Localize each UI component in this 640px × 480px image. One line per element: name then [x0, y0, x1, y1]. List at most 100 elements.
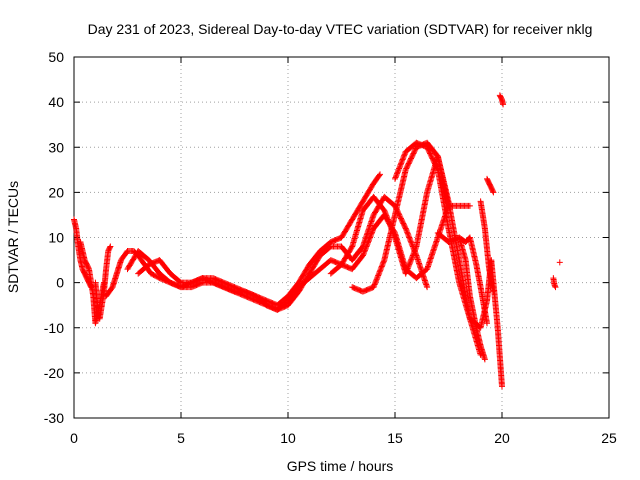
data-point: [403, 226, 410, 233]
data-point: [403, 164, 410, 171]
data-point: [431, 160, 438, 167]
data-point: [430, 156, 437, 163]
data-point: [378, 263, 385, 270]
data-point: [425, 148, 432, 155]
data-point: [410, 150, 417, 157]
data-point: [412, 246, 419, 253]
data-point: [368, 230, 375, 237]
data-point: [407, 156, 414, 163]
data-point: [430, 158, 437, 165]
data-point: [374, 275, 381, 282]
data-point: [489, 188, 496, 195]
x-tick-label: 15: [387, 430, 403, 446]
data-point: [400, 155, 407, 162]
series-track-10: [434, 229, 488, 363]
series-track-15: [550, 275, 559, 291]
data-point: [410, 251, 417, 258]
x-tick-labels: 0 5 10 15 20 25: [70, 430, 617, 446]
data-point: [551, 283, 558, 290]
data-point: [372, 280, 379, 287]
data-point: [402, 166, 409, 173]
data-point: [379, 262, 386, 269]
data-point: [378, 264, 385, 271]
series-track-03: [92, 243, 114, 322]
series-track-13: [484, 175, 497, 196]
data-point: [397, 161, 404, 168]
data-point: [396, 212, 403, 219]
data-point: [398, 160, 405, 167]
data-point: [490, 288, 497, 295]
data-point: [392, 175, 398, 182]
series-track-14: [496, 92, 507, 108]
data-point: [428, 153, 435, 160]
data-point: [406, 261, 413, 268]
data-point: [107, 243, 114, 250]
data-point: [398, 159, 405, 166]
data-point: [428, 154, 435, 161]
data-point: [407, 257, 414, 264]
x-tick-label: 20: [494, 430, 510, 446]
data-point: [366, 235, 373, 242]
data-point: [406, 158, 413, 165]
data-point: [408, 256, 415, 263]
data-point: [408, 255, 415, 262]
data-point: [484, 320, 491, 327]
axis-ticks: [73, 56, 610, 419]
data-point: [394, 170, 401, 177]
data-point: [432, 161, 439, 168]
data-point: [399, 219, 406, 226]
series-track-11: [456, 234, 491, 327]
data-point: [348, 244, 355, 251]
x-tick-label: 10: [280, 430, 296, 446]
data-point: [376, 172, 383, 179]
data-point: [360, 249, 367, 256]
data-point: [373, 276, 380, 283]
data-point: [399, 217, 406, 224]
data-point: [409, 153, 416, 160]
data-point: [427, 150, 434, 157]
y-tick-label: 10: [48, 230, 64, 246]
data-point: [373, 277, 380, 284]
data-point: [377, 267, 384, 274]
data-point: [408, 155, 415, 162]
data-point: [395, 168, 402, 175]
data-point: [359, 252, 366, 259]
data-point: [362, 246, 369, 253]
data-point: [433, 163, 440, 170]
data-point: [364, 239, 371, 246]
data-point: [401, 151, 408, 158]
data-point: [405, 262, 412, 269]
data-point: [400, 221, 407, 228]
data-point: [405, 231, 412, 238]
data-point: [426, 149, 433, 156]
data-point: [427, 151, 434, 158]
data-point: [405, 161, 412, 168]
y-tick-label: -20: [44, 365, 64, 381]
data-point: [429, 155, 436, 162]
data-point: [552, 284, 559, 291]
data-point: [377, 171, 384, 178]
data-point: [367, 234, 374, 241]
data-point: [401, 222, 408, 229]
y-axis-label: SDTVAR / TECUs: [5, 181, 21, 293]
data-point: [362, 244, 369, 251]
data-point: [431, 159, 438, 166]
data-point: [399, 156, 406, 163]
data-point: [481, 356, 488, 363]
data-point: [434, 165, 441, 172]
data-point: [412, 146, 419, 153]
data-point: [374, 273, 381, 280]
data-point: [407, 258, 414, 265]
data-point: [393, 173, 400, 180]
data-point: [406, 159, 413, 166]
y-tick-label: 50: [48, 49, 64, 65]
data-point: [371, 281, 378, 288]
data-point: [372, 278, 379, 285]
data-point: [364, 240, 371, 247]
data-point: [397, 215, 404, 222]
data-point: [556, 259, 563, 266]
data-point: [371, 282, 378, 289]
data-point: [408, 154, 415, 161]
data-point: [405, 233, 412, 240]
x-tick-label: 5: [177, 430, 185, 446]
